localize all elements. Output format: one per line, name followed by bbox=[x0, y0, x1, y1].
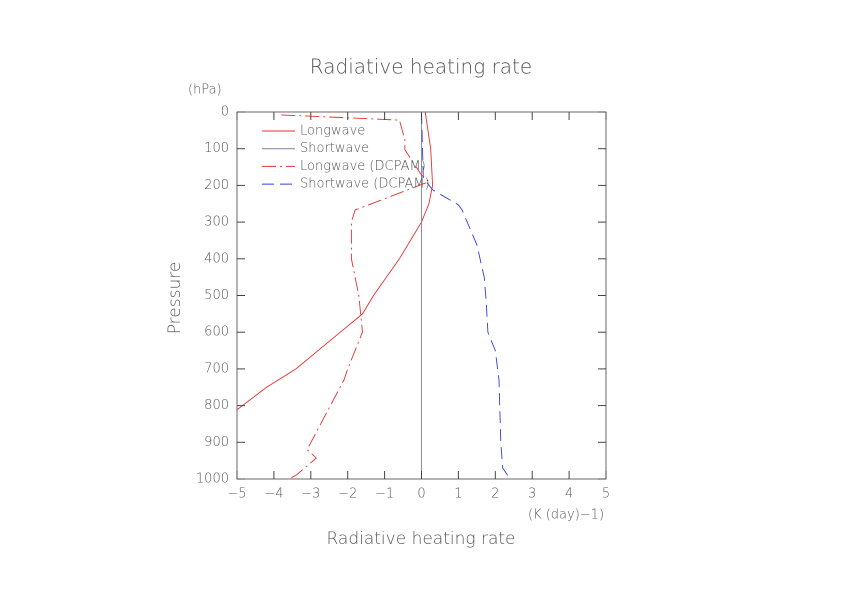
x-axis-label: Radiative heating rate bbox=[326, 529, 515, 549]
chart-title: Radiative heating rate bbox=[310, 55, 532, 79]
x-unit: (K (day)−1) bbox=[528, 508, 604, 523]
legend-label: Shortwave (DCPAM) bbox=[300, 177, 430, 192]
series-line bbox=[281, 114, 430, 479]
legend-label: Longwave bbox=[300, 124, 365, 139]
y-axis-label: Pressure bbox=[165, 262, 185, 335]
y-tick-label: 300 bbox=[204, 215, 229, 230]
x-tick-label: 2 bbox=[491, 487, 499, 502]
y-unit: (hPa) bbox=[188, 83, 222, 98]
x-tick-label: −4 bbox=[264, 487, 283, 502]
y-tick-label: 600 bbox=[204, 325, 229, 340]
legend-label: Shortwave bbox=[300, 141, 369, 156]
y-tick-label: 0 bbox=[221, 105, 229, 120]
x-tick-label: 5 bbox=[602, 487, 610, 502]
y-tick-label: 500 bbox=[204, 288, 229, 303]
x-tick-label: −3 bbox=[301, 487, 320, 502]
y-tick-label: 200 bbox=[204, 178, 229, 193]
x-tick-label: 1 bbox=[454, 487, 462, 502]
y-tick-label: 400 bbox=[204, 251, 229, 266]
legend-label: Longwave (DCPAM) bbox=[300, 159, 426, 174]
y-tick-label: 900 bbox=[204, 435, 229, 450]
x-tick-label: −1 bbox=[375, 487, 394, 502]
y-tick-label: 700 bbox=[204, 361, 229, 376]
x-tick-label: 4 bbox=[565, 487, 573, 502]
y-tick-label: 100 bbox=[204, 141, 229, 156]
y-tick-label: 1000 bbox=[196, 472, 229, 487]
x-tick-label: −5 bbox=[227, 487, 246, 502]
y-tick-label: 800 bbox=[204, 398, 229, 413]
plot-area bbox=[237, 112, 511, 479]
x-tick-label: −2 bbox=[338, 487, 357, 502]
x-tick-label: 3 bbox=[528, 487, 536, 502]
series-line bbox=[237, 112, 434, 411]
x-tick-label: 0 bbox=[417, 487, 425, 502]
series-line bbox=[421, 112, 511, 479]
